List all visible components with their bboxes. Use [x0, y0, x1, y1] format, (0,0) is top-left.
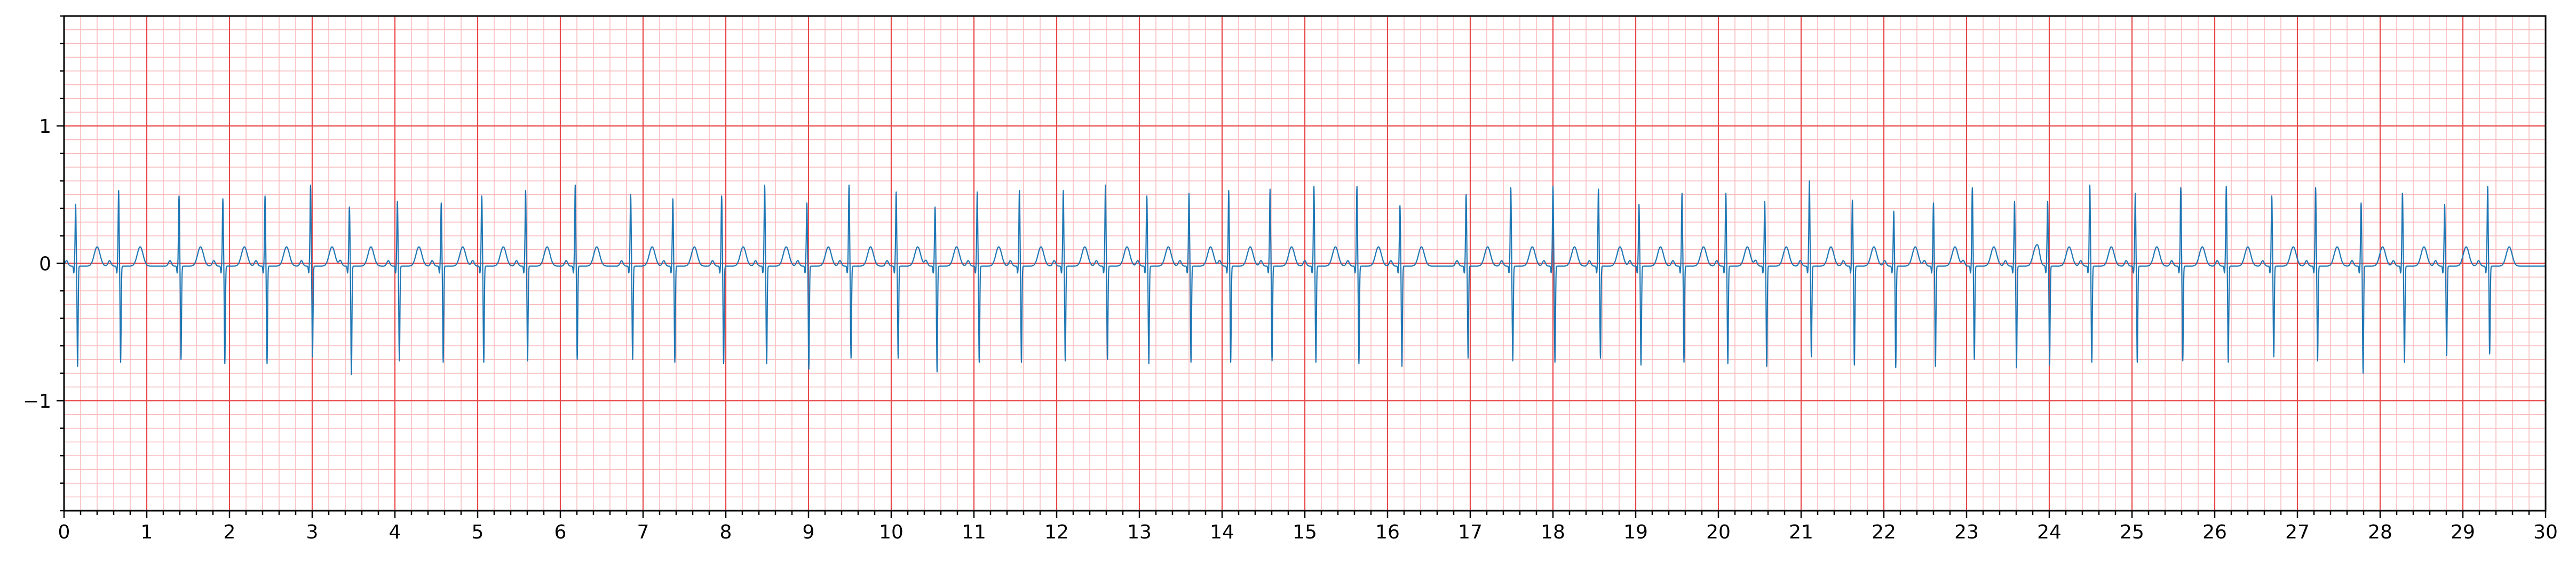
x-tick-label: 27	[2285, 521, 2310, 543]
x-tick-label: 15	[1293, 521, 1317, 543]
x-tick-label: 12	[1044, 521, 1069, 543]
x-tick-label: 10	[879, 521, 903, 543]
x-tick-label: 0	[58, 521, 70, 543]
x-tick-label: 17	[1458, 521, 1483, 543]
y-tick-label: −1	[23, 391, 51, 413]
x-tick-label: 30	[2533, 521, 2558, 543]
x-tick-label: 2	[224, 521, 236, 543]
x-tick-label: 8	[720, 521, 732, 543]
x-tick-label: 1	[141, 521, 153, 543]
x-tick-label: 19	[1623, 521, 1648, 543]
x-tick-label: 29	[2451, 521, 2475, 543]
x-tick-label: 20	[1706, 521, 1731, 543]
y-tick-label: 1	[39, 116, 51, 138]
x-tick-label: 4	[389, 521, 401, 543]
x-tick-label: 21	[1789, 521, 1813, 543]
x-tick-label: 7	[637, 521, 649, 543]
x-tick-label: 5	[472, 521, 484, 543]
x-tick-label: 14	[1210, 521, 1234, 543]
x-tick-label: 22	[1872, 521, 1896, 543]
x-tick-label: 13	[1127, 521, 1152, 543]
x-tick-label: 26	[2202, 521, 2227, 543]
x-tick-label: 11	[962, 521, 986, 543]
x-tick-label: 3	[306, 521, 319, 543]
x-tick-label: 6	[554, 521, 567, 543]
x-tick-label: 25	[2120, 521, 2144, 543]
y-tick-label: 0	[39, 253, 51, 275]
x-tick-label: 9	[803, 521, 815, 543]
x-tick-label: 24	[2037, 521, 2062, 543]
x-tick-label: 28	[2368, 521, 2392, 543]
x-tick-label: 18	[1541, 521, 1565, 543]
x-tick-label: 23	[1954, 521, 1979, 543]
x-tick-label: 16	[1375, 521, 1400, 543]
